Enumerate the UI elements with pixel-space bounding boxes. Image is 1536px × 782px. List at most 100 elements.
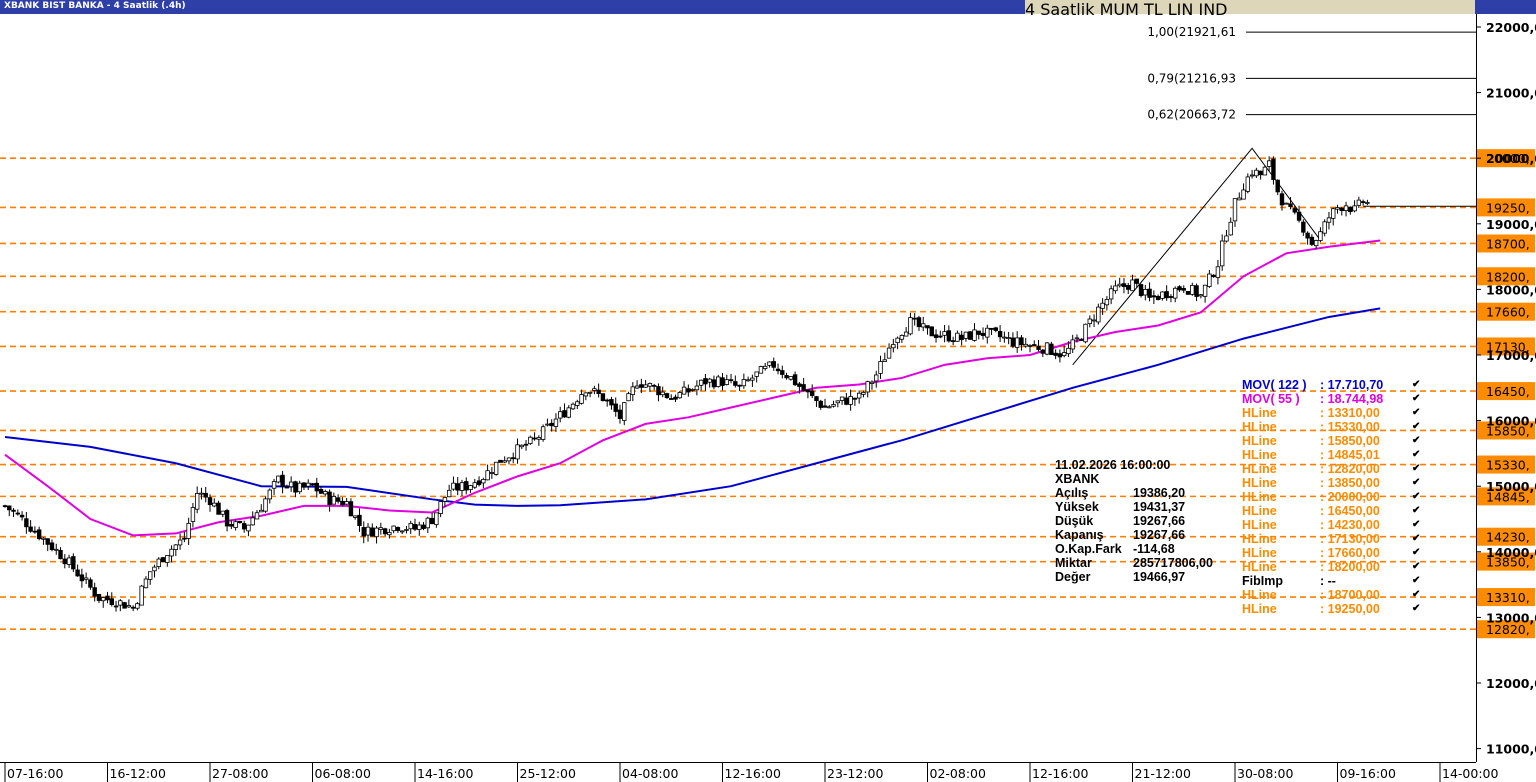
legend-row[interactable]: HLine: 17130,00 ✔ (1242, 532, 1422, 546)
legend-row[interactable]: HLine: 18200,00 ✔ (1242, 560, 1422, 574)
candle-body (656, 386, 661, 396)
candle-body (32, 530, 38, 533)
hline-price-label: 16450, (1486, 384, 1530, 399)
candle-body (190, 507, 196, 522)
candle-body (848, 396, 853, 405)
candle-body (212, 502, 217, 507)
legend-row[interactable]: HLine: 20000,00 ✔ (1242, 490, 1422, 504)
candle-body (267, 489, 272, 500)
candle-body (604, 399, 610, 402)
legend-checkmark-icon[interactable]: ✔ (1412, 589, 1421, 600)
hline-price-label: 17660, (1486, 305, 1530, 320)
x-tick-label: 07-16:00 (7, 766, 63, 781)
legend-row[interactable]: MOV( 122 ): 17.710,70 ✔ (1242, 378, 1422, 392)
candle-body (583, 392, 589, 397)
candle-body (382, 528, 388, 535)
legend-row[interactable]: HLine: 15330,00 ✔ (1242, 420, 1422, 434)
candle-body (11, 509, 16, 512)
mode-button-tl[interactable]: TL (1143, 0, 1163, 19)
candle-body (587, 391, 593, 394)
legend-row[interactable]: HLine: 18700,00 ✔ (1242, 588, 1422, 602)
legend-checkmark-icon[interactable]: ✔ (1412, 491, 1421, 502)
candle-body (49, 542, 55, 551)
legend-checkmark-icon[interactable]: ✔ (1412, 449, 1421, 460)
candle-body (1027, 344, 1033, 347)
info-row-value: 19386,20 (1133, 486, 1186, 500)
mode-button-mum[interactable]: MUM (1099, 0, 1139, 19)
candle-body (122, 602, 127, 609)
legend-row[interactable]: HLine: 19250,00 ✔ (1242, 602, 1422, 616)
candle-body (476, 480, 482, 486)
mode-button-lin[interactable]: LIN (1167, 0, 1194, 19)
legend-row[interactable]: HLine: 15850,00 ✔ (1242, 434, 1422, 448)
legend-checkmark-icon[interactable]: ✔ (1412, 393, 1421, 404)
candle-body (429, 517, 435, 525)
hline-price-tag (1477, 487, 1535, 506)
hline-price-tag (1477, 455, 1535, 474)
legend-checkmark-icon[interactable]: ✔ (1412, 575, 1421, 586)
candle-body (2, 505, 8, 508)
legend-row[interactable]: HLine: 14845,01 ✔ (1242, 448, 1422, 462)
legend-checkmark-icon[interactable]: ✔ (1412, 505, 1421, 516)
legend-checkmark-icon[interactable]: ✔ (1412, 603, 1421, 614)
candle-body (844, 397, 849, 405)
candle-body (626, 393, 631, 402)
candle-body (143, 578, 149, 589)
legend-row[interactable]: HLine: 12820,00 ✔ (1242, 462, 1422, 476)
legend-checkmark-icon[interactable]: ✔ (1412, 421, 1421, 432)
candle-body (1151, 295, 1157, 298)
candle-body (767, 361, 772, 366)
legend-row[interactable]: MOV( 55 ): 18.744,98 ✔ (1242, 392, 1422, 406)
candle-body (1023, 343, 1028, 347)
info-row: Açılış 19386,20 (1055, 486, 1230, 500)
legend-checkmark-icon[interactable]: ✔ (1412, 379, 1421, 390)
candle-body (1198, 294, 1204, 297)
fib-trend-line (1072, 147, 1321, 366)
legend-checkmark-icon[interactable]: ✔ (1412, 407, 1421, 418)
legend-row[interactable]: HLine: 13310,00 ✔ (1242, 406, 1422, 420)
candle-body (865, 381, 870, 393)
candle-body (361, 527, 366, 537)
legend-row[interactable]: HLine: 14230,00 ✔ (1242, 518, 1422, 532)
legend-checkmark-icon[interactable]: ✔ (1412, 519, 1421, 530)
candle-body (1266, 160, 1272, 167)
period-button[interactable]: 4 Saatlik (1025, 0, 1095, 19)
candle-body (814, 396, 819, 402)
candle-body (370, 527, 375, 537)
candle-body (493, 461, 499, 475)
legend-checkmark-icon[interactable]: ✔ (1412, 533, 1421, 544)
candle-body (921, 323, 926, 328)
candle-body (348, 501, 354, 517)
candle-body (203, 492, 208, 498)
legend-checkmark-icon[interactable]: ✔ (1412, 477, 1421, 488)
mode-button-ind[interactable]: IND (1198, 0, 1228, 19)
legend-row[interactable]: HLine: 17660,00 ✔ (1242, 546, 1422, 560)
legend-row[interactable]: HLine: 16450,00 ✔ (1242, 504, 1422, 518)
candle-body (1040, 349, 1046, 354)
candle-body (1168, 296, 1174, 298)
legend-checkmark-icon[interactable]: ✔ (1412, 435, 1421, 446)
candle-body (831, 404, 836, 407)
legend-row[interactable]: HLine: 13850,00 ✔ (1242, 476, 1422, 490)
legend-checkmark-icon[interactable]: ✔ (1412, 561, 1421, 572)
y-tick-label: 13000,0 (1486, 610, 1536, 625)
hline-price-tag (1477, 267, 1535, 286)
candle-body (459, 482, 465, 491)
legend-row[interactable]: FibImp: -- ✔ (1242, 574, 1422, 588)
info-row-value: 19431,37 (1133, 500, 1186, 514)
legend-checkmark-icon[interactable]: ✔ (1412, 547, 1421, 558)
candle-body (972, 329, 977, 341)
candle-body (451, 482, 456, 490)
candle-body (7, 505, 12, 511)
candle-body (1087, 318, 1092, 325)
candle-body (374, 527, 379, 538)
candle-body (156, 558, 161, 567)
candle-body (698, 379, 704, 386)
candle-body (592, 388, 597, 391)
fib-level-label: 0,79(21216,93 (1147, 71, 1236, 85)
candle-body (1134, 278, 1139, 284)
candle-body (780, 370, 785, 375)
candle-body (745, 379, 751, 382)
legend-checkmark-icon[interactable]: ✔ (1412, 463, 1421, 474)
